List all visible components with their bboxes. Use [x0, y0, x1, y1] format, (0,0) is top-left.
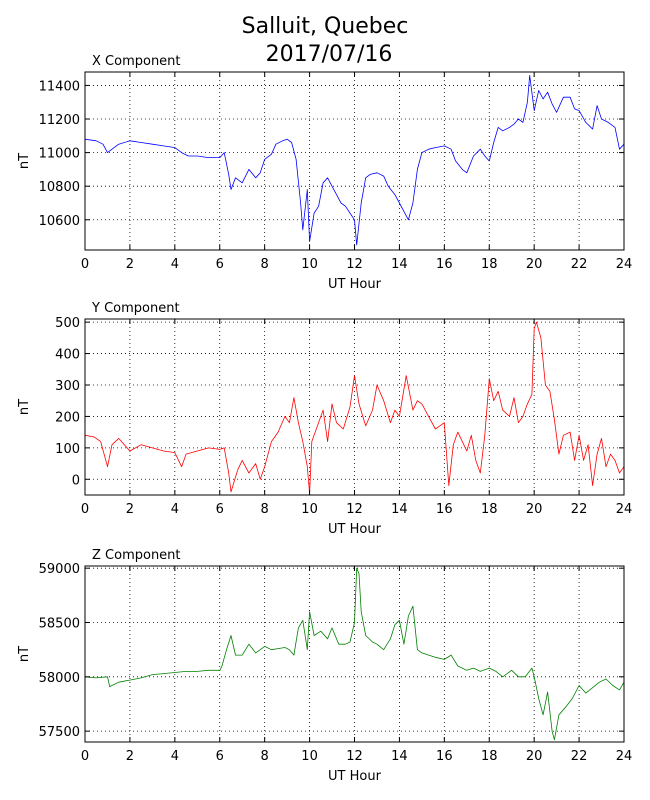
- y-component-xlabel: UT Hour: [328, 522, 382, 537]
- y-component-ylabel: nT: [17, 399, 32, 415]
- y-component-x-tick-label: 12: [346, 502, 363, 517]
- z-component-y-tick-label: 57500: [39, 725, 80, 740]
- z-component-x-tick-label: 16: [436, 749, 453, 764]
- figure-title-line1: Salluit, Quebec: [242, 14, 409, 39]
- x-component-x-tick-label: 16: [436, 257, 453, 272]
- z-component-title: Z Component: [92, 548, 181, 563]
- x-component-x-tick-label: 22: [571, 257, 588, 272]
- y-component-x-tick-label: 2: [126, 502, 134, 517]
- z-component-x-tick-label: 2: [126, 749, 134, 764]
- y-component-x-tick-label: 4: [171, 502, 179, 517]
- z-component-ylabel: nT: [17, 646, 32, 662]
- x-component-x-tick-label: 4: [171, 257, 179, 272]
- x-component-y-tick-label: 11000: [39, 147, 80, 162]
- x-component-series-line: [84, 75, 625, 246]
- x-component-x-tick-label: 6: [216, 257, 224, 272]
- y-component-title: Y Component: [91, 301, 180, 316]
- y-component-x-tick-label: 8: [261, 502, 269, 517]
- z-component-x-tick-label: 4: [171, 749, 179, 764]
- y-component-series-line: [84, 321, 625, 494]
- y-component-x-tick-label: 20: [526, 502, 543, 517]
- y-component-x-tick-label: 22: [571, 502, 588, 517]
- z-component-x-tick-label: 20: [526, 749, 543, 764]
- figure-title-line2: 2017/07/16: [266, 42, 393, 67]
- x-component-xlabel: UT Hour: [328, 277, 382, 292]
- y-component-x-tick-label: 10: [301, 502, 318, 517]
- y-component-x-tick-label: 24: [616, 502, 633, 517]
- y-component-x-tick-label: 0: [81, 502, 89, 517]
- x-component-x-tick-label: 18: [481, 257, 498, 272]
- z-component-xlabel: UT Hour: [328, 769, 382, 784]
- x-component-x-tick-label: 14: [391, 257, 408, 272]
- y-component-y-tick-label: 100: [55, 442, 80, 457]
- x-component-x-tick-label: 24: [616, 257, 633, 272]
- z-component-series-line: [84, 567, 625, 741]
- x-component-panel: 0 2 4 6 8 10 12 14 16 18 20 22 241060010800110001120…: [17, 54, 632, 292]
- y-component-y-tick-label: 200: [55, 410, 80, 425]
- z-component-x-tick-label: 10: [301, 749, 318, 764]
- x-component-title: X Component: [92, 54, 181, 69]
- x-component-y-tick-label: 10800: [39, 180, 80, 195]
- x-component-y-tick-label: 11400: [39, 79, 80, 94]
- x-component-y-tick-label: 10600: [39, 214, 80, 229]
- z-component-x-tick-label: 18: [481, 749, 498, 764]
- y-component-x-tick-label: 16: [436, 502, 453, 517]
- x-component-y-tick-label: 11200: [39, 113, 80, 128]
- z-component-panel: 0 2 4 6 8 10 12 14 16 18 20 22 245750058000585005900…: [17, 548, 632, 784]
- x-component-x-tick-label: 10: [301, 257, 318, 272]
- y-component-y-tick-label: 0: [72, 473, 80, 488]
- z-component-x-tick-label: 14: [391, 749, 408, 764]
- z-component-x-tick-label: 0: [81, 749, 89, 764]
- x-component-ylabel: nT: [17, 153, 32, 169]
- y-component-x-tick-label: 6: [216, 502, 224, 517]
- y-component-y-tick-label: 300: [55, 379, 80, 394]
- y-component-y-tick-label: 500: [55, 316, 80, 331]
- x-component-x-tick-label: 8: [261, 257, 269, 272]
- x-component-x-tick-label: 0: [81, 257, 89, 272]
- y-component-y-tick-label: 400: [55, 348, 80, 363]
- z-component-y-tick-label: 58500: [39, 616, 80, 631]
- x-component-x-tick-label: 2: [126, 257, 134, 272]
- z-component-x-tick-label: 6: [216, 749, 224, 764]
- z-component-y-tick-label: 59000: [39, 562, 80, 577]
- z-component-x-tick-label: 22: [571, 749, 588, 764]
- y-component-x-tick-label: 18: [481, 502, 498, 517]
- y-component-x-tick-label: 14: [391, 502, 408, 517]
- x-component-x-tick-label: 20: [526, 257, 543, 272]
- z-component-y-tick-label: 58000: [39, 671, 80, 686]
- z-component-x-tick-label: 24: [616, 749, 633, 764]
- z-component-x-tick-label: 8: [261, 749, 269, 764]
- x-component-x-tick-label: 12: [346, 257, 363, 272]
- z-component-x-tick-label: 12: [346, 749, 363, 764]
